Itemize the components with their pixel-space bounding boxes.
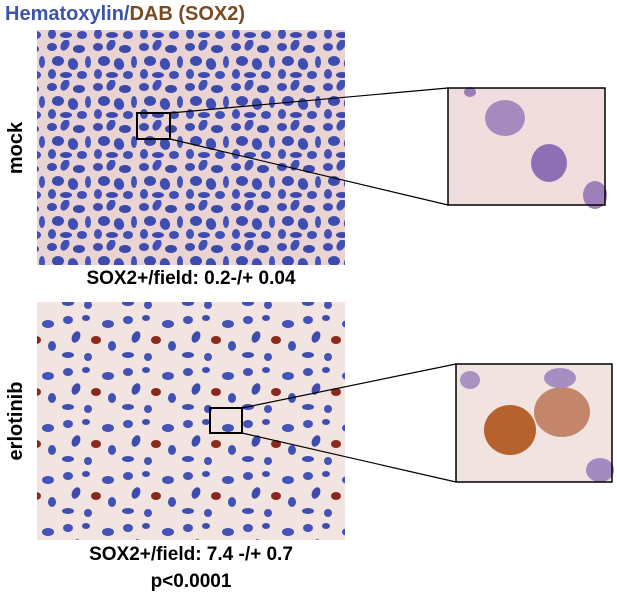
roi-box xyxy=(209,407,243,434)
dab-label: DAB (SOX2) xyxy=(129,3,245,25)
panel-label: mock xyxy=(5,121,27,174)
roi-box xyxy=(136,112,171,140)
micrograph xyxy=(37,302,345,540)
micrograph xyxy=(37,30,345,265)
caption: SOX2+/field: 0.2-/+ 0.04 xyxy=(86,268,296,289)
panel-label: erlotinib xyxy=(5,382,27,461)
p-value: p<0.0001 xyxy=(151,571,232,592)
zoom-line xyxy=(241,363,457,409)
stain-title: Hematoxylin/DAB (SOX2) xyxy=(5,3,245,25)
zoom-inset xyxy=(455,363,614,483)
zoom-line xyxy=(169,87,449,114)
zoom-line xyxy=(169,138,449,206)
zoom-inset xyxy=(447,87,607,209)
caption: SOX2+/field: 7.4 -/+ 0.7 xyxy=(89,544,293,565)
zoom-line xyxy=(241,432,457,483)
hematoxylin-label: Hematoxylin/ xyxy=(5,3,130,25)
